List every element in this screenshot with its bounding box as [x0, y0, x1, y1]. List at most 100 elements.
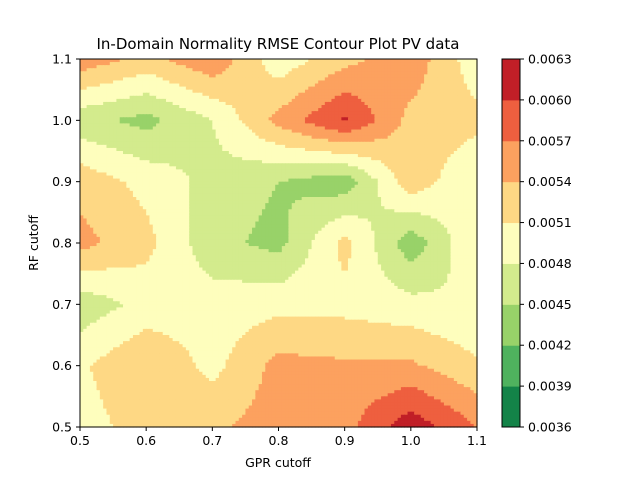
- contour-cell: [291, 74, 296, 78]
- contour-cell: [182, 68, 187, 72]
- contour-cell: [179, 77, 184, 82]
- contour-cell: [136, 62, 141, 66]
- contour-cell: [344, 83, 349, 88]
- contour-cell: [295, 74, 299, 78]
- contour-cell: [275, 68, 280, 72]
- contour-cell: [364, 71, 369, 75]
- contour-cell: [258, 86, 263, 91]
- contour-cell: [288, 98, 293, 103]
- contour-cell: [162, 62, 167, 66]
- contour-cell: [172, 62, 177, 66]
- contour-cell: [215, 65, 220, 69]
- contour-cell: [109, 80, 114, 85]
- contour-cell: [424, 68, 428, 72]
- contour-cell: [235, 68, 240, 72]
- contour-cell: [453, 62, 458, 66]
- contour-cell: [354, 59, 359, 63]
- contour-cell: [420, 80, 425, 85]
- contour-cell: [232, 80, 237, 85]
- contour-cell: [288, 92, 293, 97]
- contour-cell: [321, 92, 326, 97]
- contour-cell: [258, 98, 263, 103]
- contour-cell: [334, 62, 339, 66]
- contour-cell: [334, 71, 339, 75]
- contour-cell: [394, 92, 399, 97]
- contour-cell: [119, 62, 124, 66]
- contour-cell: [126, 86, 131, 91]
- contour-cell: [331, 89, 336, 94]
- contour-cell: [390, 59, 395, 63]
- contour-cell: [453, 86, 458, 91]
- contour-cell: [205, 80, 210, 85]
- contour-cell: [96, 71, 101, 75]
- contour-cell: [99, 65, 104, 69]
- contour-cell: [252, 98, 256, 103]
- contour-cell: [410, 59, 415, 63]
- contour-cell: [139, 83, 144, 88]
- contour-cell: [447, 68, 452, 72]
- contour-cell: [265, 80, 270, 85]
- contour-cell: [304, 95, 309, 100]
- contour-cell: [447, 77, 452, 82]
- contour-cell: [106, 83, 111, 88]
- contour-cell: [321, 65, 326, 69]
- contour-cell: [149, 92, 154, 97]
- contour-cell: [298, 92, 303, 97]
- contour-cell: [116, 95, 121, 100]
- contour-cell: [265, 89, 270, 94]
- contour-cell: [156, 68, 160, 72]
- contour-cell: [195, 65, 200, 69]
- contour-cell: [301, 68, 306, 72]
- contour-cell: [407, 59, 412, 63]
- contour-cell: [367, 65, 372, 69]
- contour-cell: [232, 71, 237, 75]
- contour-cell: [304, 80, 309, 85]
- contour-cell: [113, 74, 117, 78]
- contour-cell: [281, 71, 286, 75]
- contour-cell: [86, 62, 91, 66]
- contour-cell: [238, 89, 243, 94]
- contour-cell: [123, 89, 127, 94]
- contour-cell: [351, 71, 356, 75]
- contour-cell: [298, 71, 303, 75]
- contour-cell: [308, 98, 313, 103]
- contour-cell: [271, 92, 276, 97]
- contour-cell: [381, 68, 385, 72]
- contour-cell: [258, 89, 263, 94]
- contour-cell: [222, 68, 227, 72]
- contour-cell: [278, 92, 283, 97]
- contour-cell: [80, 86, 84, 91]
- contour-cell: [364, 95, 369, 100]
- contour-cell: [261, 59, 266, 63]
- contour-cell: [189, 86, 194, 91]
- contour-cell: [238, 95, 243, 100]
- contour-cell: [357, 65, 362, 69]
- contour-cell: [126, 92, 131, 97]
- contour-cell: [404, 95, 409, 100]
- contour-cell: [457, 62, 462, 66]
- contour-cell: [235, 71, 240, 75]
- contour-cell: [136, 92, 141, 97]
- contour-cell: [89, 86, 94, 91]
- contour-cell: [252, 77, 256, 82]
- contour-cell: [255, 89, 260, 94]
- contour-cell: [139, 86, 144, 91]
- contour-cell: [175, 83, 180, 88]
- contour-cell: [261, 71, 266, 75]
- contour-cell: [268, 68, 273, 72]
- contour-cell: [331, 59, 336, 63]
- contour-cell: [152, 89, 157, 94]
- contour-cell: [268, 71, 273, 75]
- contour-cell: [351, 92, 356, 97]
- contour-cell: [440, 74, 445, 78]
- contour-cell: [222, 95, 227, 100]
- contour-cell: [202, 74, 207, 78]
- contour-cell: [222, 74, 227, 78]
- contour-cell: [228, 98, 233, 103]
- contour-cell: [417, 71, 422, 75]
- contour-cell: [354, 92, 359, 97]
- contour-cell: [192, 92, 197, 97]
- contour-cell: [238, 92, 243, 97]
- contour-cell: [162, 71, 167, 75]
- contour-cell: [261, 62, 266, 66]
